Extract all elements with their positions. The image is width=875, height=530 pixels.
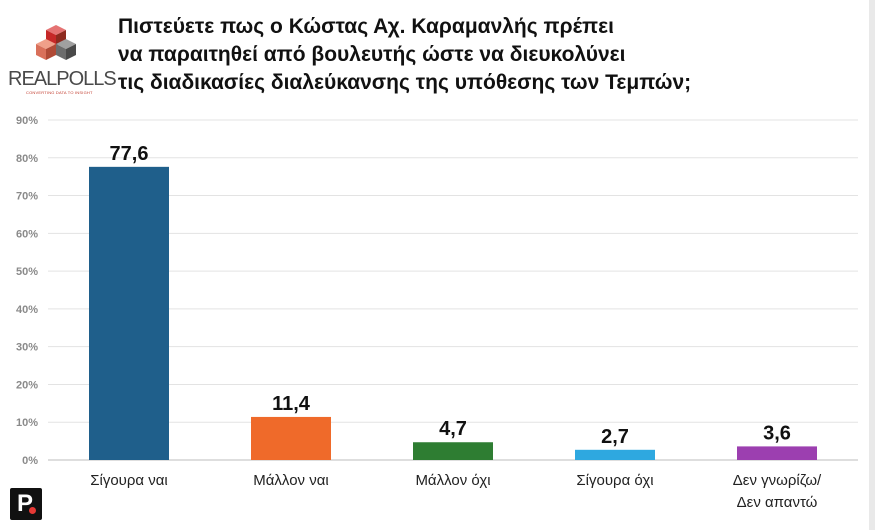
x-category-label: Μάλλον ναι [253, 472, 328, 489]
y-tick-label: 10% [16, 417, 38, 429]
logo-text: REALPOLLS [8, 68, 117, 90]
x-category-label: Σίγουρα όχι [576, 472, 653, 489]
right-border [869, 0, 875, 530]
data-label: 2,7 [601, 426, 629, 448]
y-tick-label: 30% [16, 342, 38, 354]
bar [413, 442, 493, 460]
x-category-label: Μάλλον όχι [415, 472, 490, 489]
x-category-label: Δεν απαντώ [737, 494, 818, 511]
y-tick-label: 60% [16, 228, 38, 240]
y-tick-label: 40% [16, 304, 38, 316]
bar [575, 449, 655, 460]
x-category-label: Δεν γνωρίζω/ [733, 472, 822, 489]
x-category-label: Σίγουρα ναι [90, 472, 168, 489]
publisher-logo: P [10, 488, 42, 520]
title-line: να παραιτηθεί από βουλευτής ώστε να διευ… [118, 43, 626, 66]
data-label: 3,6 [763, 422, 791, 444]
y-tick-label: 80% [16, 153, 38, 165]
title-line: τις διαδικασίες διαλεύκανσης της υπόθεση… [118, 71, 692, 94]
y-tick-label: 90% [16, 115, 38, 127]
title-line: Πιστεύετε πως ο Κώστας Αχ. Καραμανλής πρ… [118, 15, 614, 38]
cube-logo-icon [36, 25, 76, 60]
bar [251, 416, 331, 460]
y-tick-label: 50% [16, 266, 38, 278]
logo-tagline: CONVERTING DATA TO INSIGHT [26, 90, 93, 95]
bar [737, 446, 817, 460]
data-label: 77,6 [110, 143, 149, 165]
chart-title: Πιστεύετε πως ο Κώστας Αχ. Καραμανλής πρ… [118, 13, 818, 97]
data-label: 11,4 [272, 393, 311, 415]
y-tick-label: 0% [22, 455, 38, 467]
data-label: 4,7 [439, 418, 467, 440]
y-tick-label: 70% [16, 191, 38, 203]
y-tick-label: 20% [16, 379, 38, 391]
bar [89, 166, 169, 460]
realpolls-logo: REALPOLLS CONVERTING DATA TO INSIGHT [8, 24, 117, 95]
